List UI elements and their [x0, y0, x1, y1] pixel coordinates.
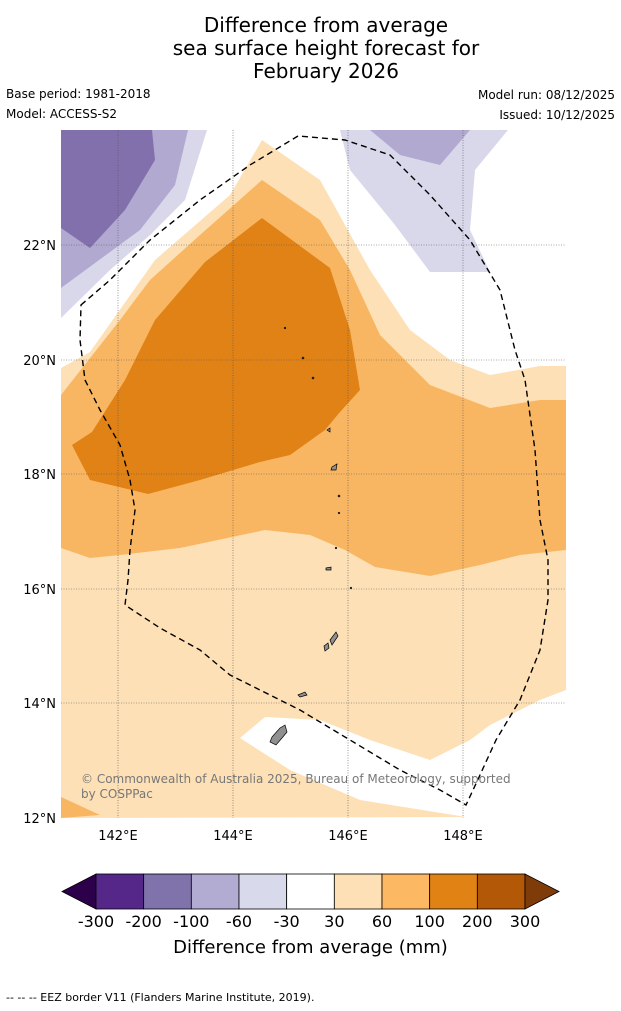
gridlines: [61, 130, 566, 818]
colorbar-cell: [476, 873, 526, 910]
island-small-5: [337, 511, 341, 515]
island-small-2: [301, 356, 305, 360]
latitude-labels: 22°N 20°N 18°N 16°N 14°N 12°N: [23, 239, 56, 827]
colorbar-cell: [286, 873, 335, 910]
lat-label: 18°N: [23, 468, 56, 483]
colorbar-cell: [95, 873, 145, 910]
colorbar-cell: [381, 873, 431, 910]
lat-label: 12°N: [23, 812, 56, 827]
colorbar-tick-label: 300: [509, 912, 541, 931]
island-rota: [297, 691, 308, 698]
colorbar-extend-high: [524, 873, 560, 910]
eez-footnote: -- -- -- EEZ border V11 (Flanders Marine…: [6, 991, 315, 1004]
model-run-date: Model run: 08/12/2025: [477, 88, 615, 102]
colorbar-cell: [238, 873, 288, 910]
colorbar-cell: [333, 873, 383, 910]
longitude-labels: 142°E 144°E 146°E 148°E: [98, 829, 483, 844]
colorbar-tick-label: -60: [225, 912, 253, 931]
colorbar-tick-label: -200: [125, 912, 162, 931]
lon-label: 142°E: [98, 829, 138, 844]
colorbar-cell: [143, 873, 192, 910]
colorbar-tick-label: -30: [273, 912, 300, 931]
colorbar-tick-label: -300: [77, 912, 115, 931]
lon-label: 144°E: [213, 829, 253, 844]
island-saipan: [329, 631, 339, 646]
lat-label: 22°N: [23, 239, 56, 254]
lon-label: 148°E: [443, 829, 483, 844]
colorbar-tick-label: 200: [462, 912, 493, 931]
island-tinian: [323, 642, 330, 652]
colorbar-tick-label: 30: [324, 912, 345, 931]
chart-title: Difference from average sea surface heig…: [0, 14, 621, 83]
island-guam: [269, 724, 288, 746]
island-small-1: [283, 326, 287, 330]
copyright-credit: © Commonwealth of Australia 2025, Bureau…: [81, 772, 511, 801]
colorbar-cells: [61, 873, 560, 910]
title-line-3: February 2026: [253, 59, 399, 83]
colorbar-title: Difference from average (mm): [173, 937, 448, 958]
model-name: Model: ACCESS-S2: [6, 107, 118, 121]
island-agrihan: [326, 427, 331, 433]
islands: [269, 326, 353, 746]
colorbar-tick-label: -100: [173, 912, 210, 931]
lat-label: 16°N: [23, 583, 56, 598]
contour-purple-mid-ne: [370, 130, 470, 165]
colorbar-extend-low: [61, 873, 97, 910]
title-line-1: Difference from average: [203, 13, 449, 37]
lat-label: 20°N: [23, 354, 56, 369]
island-small-4: [337, 494, 341, 498]
island-small-3: [311, 376, 315, 380]
contour-purple-dark-nw: [61, 130, 155, 248]
island-small-6: [334, 546, 338, 550]
eez-border: [79, 135, 549, 806]
colorbar-tick-label: 100: [414, 912, 445, 931]
lon-label: 146°E: [328, 829, 368, 844]
title-line-2: sea surface height forecast for: [172, 36, 480, 60]
island-anatahan: [325, 566, 332, 571]
contour-orange-sw: [61, 797, 100, 818]
colorbar-cell: [190, 873, 240, 910]
issued-date: Issued: 10/12/2025: [499, 108, 615, 122]
lat-label: 14°N: [23, 697, 56, 712]
colorbar-cell: [429, 873, 478, 910]
colorbar-tick-label: 60: [371, 912, 393, 931]
contour-layer: [61, 130, 566, 818]
island-pagan: [330, 463, 338, 471]
base-period: Base period: 1981-2018: [6, 87, 151, 101]
contour-orange-dark: [72, 218, 360, 494]
